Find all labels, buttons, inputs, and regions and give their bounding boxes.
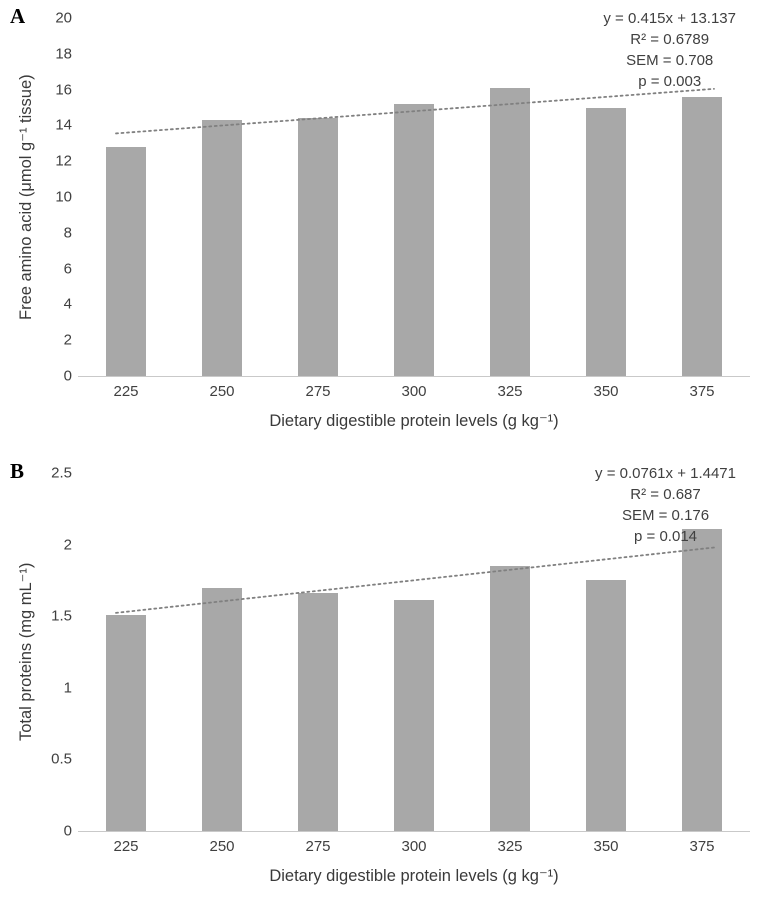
annotation-r2: R² = 0.687 [630, 486, 701, 503]
bar-column [366, 473, 462, 831]
x-tick-label: 350 [593, 383, 619, 400]
annotation-equation: y = 0.0761x + 1.4471 [595, 465, 736, 482]
bar-column [270, 18, 366, 376]
bar-350 [586, 107, 626, 376]
annotation-sem: SEM = 0.176 [621, 507, 710, 524]
plot-area: y = 0.0761x + 1.4471 R² = 0.687 SEM = 0.… [78, 465, 750, 832]
bar-column [366, 18, 462, 376]
panel-label-b: B [10, 459, 25, 483]
x-tick-label: 225 [113, 383, 139, 400]
y-axis-title: Total proteins (mg mL⁻¹) [17, 562, 35, 742]
bar-column [78, 18, 174, 376]
y-tick-label: 0.5 [51, 750, 72, 768]
y-tick-label: 1 [63, 679, 72, 697]
y-tick-label: 6 [63, 260, 72, 278]
bar-column [654, 473, 750, 831]
bar-275 [298, 118, 338, 376]
bar-225 [106, 146, 146, 376]
chart-panel-b: B Total proteins (mg mL⁻¹) 0 0.5 1 1.5 2 2.5 … [0, 455, 769, 909]
x-tick-label: 250 [209, 383, 235, 400]
y-tick-label: 18 [55, 45, 72, 63]
panel-label-a: A [10, 4, 26, 28]
x-tick-label: 225 [113, 838, 139, 855]
x-axis-tick-labels: 225 250 275 300 325 350 375 [78, 838, 750, 855]
x-axis-tick-labels: 225 250 275 300 325 350 375 [78, 383, 750, 400]
y-tick-label: 1.5 [51, 607, 72, 625]
x-axis-title: Dietary digestible protein levels (g kg⁻… [269, 412, 559, 430]
y-axis-tick-labels: 0 2 4 6 8 10 12 14 16 18 20 [34, 11, 72, 384]
x-axis-title: Dietary digestible protein levels (g kg⁻… [269, 867, 559, 885]
bar-350 [586, 580, 626, 831]
y-tick-label: 20 [55, 9, 72, 27]
y-tick-label: 16 [55, 81, 72, 99]
y-tick-label: 14 [55, 116, 72, 134]
x-tick-label: 275 [305, 838, 331, 855]
y-tick-label: 0 [63, 822, 72, 840]
bar-225 [106, 614, 146, 831]
bar-column [174, 473, 270, 831]
annotation-equation: y = 0.415x + 13.137 [603, 10, 736, 27]
x-tick-label: 325 [497, 838, 523, 855]
bar-300 [394, 600, 434, 831]
y-tick-label: 12 [55, 152, 72, 170]
regression-annotation: y = 0.415x + 13.137 R² = 0.6789 SEM = 0.… [603, 8, 736, 92]
annotation-p: p = 0.003 [638, 73, 702, 90]
bar-column [558, 473, 654, 831]
y-axis-tick-labels: 0 0.5 1 1.5 2 2.5 [34, 466, 72, 839]
bar-325 [490, 566, 530, 831]
trendline [115, 87, 715, 135]
trendline [115, 546, 715, 614]
x-tick-label: 300 [401, 838, 427, 855]
bar-column [462, 18, 558, 376]
bar-series [78, 473, 750, 831]
y-tick-label: 2 [63, 331, 72, 349]
x-tick-label: 300 [401, 383, 427, 400]
bar-column [654, 18, 750, 376]
y-tick-label: 2 [63, 536, 72, 554]
x-tick-label: 375 [689, 838, 715, 855]
bar-375 [682, 96, 722, 376]
x-tick-label: 325 [497, 383, 523, 400]
chart-panel-a: A Free amino acid (μmol g⁻¹ tissue) 0 2 4 6… [0, 0, 769, 454]
regression-annotation: y = 0.0761x + 1.4471 R² = 0.687 SEM = 0.… [595, 463, 736, 547]
x-tick-label: 375 [689, 383, 715, 400]
x-tick-label: 275 [305, 383, 331, 400]
y-tick-label: 8 [63, 224, 72, 242]
x-tick-label: 250 [209, 838, 235, 855]
bar-column [174, 18, 270, 376]
y-tick-label: 10 [55, 188, 72, 206]
plot-area: y = 0.415x + 13.137 R² = 0.6789 SEM = 0.… [78, 10, 750, 377]
bar-275 [298, 593, 338, 831]
bar-series [78, 18, 750, 376]
bar-column [270, 473, 366, 831]
x-tick-label: 350 [593, 838, 619, 855]
y-tick-label: 0 [63, 367, 72, 385]
annotation-sem: SEM = 0.708 [626, 52, 714, 69]
y-tick-label: 4 [63, 295, 72, 313]
bar-250 [202, 120, 242, 376]
annotation-p: p = 0.014 [634, 528, 698, 545]
y-tick-label: 2.5 [51, 464, 72, 482]
y-axis-title: Free amino acid (μmol g⁻¹ tissue) [17, 74, 35, 320]
bar-300 [394, 103, 434, 376]
bar-375 [682, 528, 722, 831]
bar-column [558, 18, 654, 376]
bar-column [462, 473, 558, 831]
annotation-r2: R² = 0.6789 [630, 31, 710, 48]
bar-325 [490, 87, 530, 376]
bar-column [78, 473, 174, 831]
bar-250 [202, 587, 242, 831]
